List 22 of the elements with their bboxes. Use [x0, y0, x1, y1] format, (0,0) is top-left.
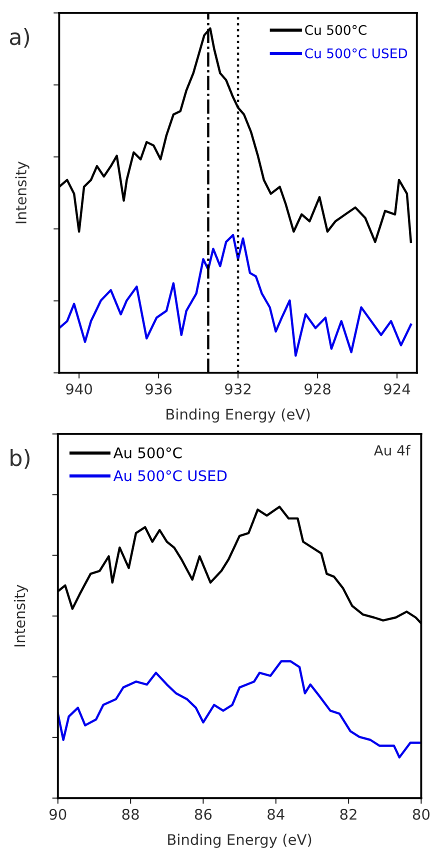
x-tick-label: 84	[268, 808, 284, 820]
x-tick-label: 88	[122, 808, 139, 820]
chart-title: b)	[10, 449, 30, 469]
text: Au 4f	[374, 444, 411, 456]
x-tick-label: 932	[225, 383, 250, 395]
x-tick-label: 924	[384, 383, 410, 395]
y-axis-title: Intensity	[15, 162, 30, 224]
x-tick-label: 928	[304, 383, 330, 395]
x-tick-label: 86	[194, 808, 212, 820]
x-axis-title: Binding Energy (eV)	[166, 408, 310, 423]
x-tick-label: 80	[412, 808, 430, 820]
x-tick-label: 940	[66, 383, 92, 395]
legend-label: Au 500°C	[113, 447, 182, 458]
legend-label: Au 500°C USED	[113, 470, 227, 482]
x-tick-label: 90	[50, 808, 66, 820]
legend-label: Cu 500°C USED	[305, 48, 408, 58]
x-tick-label: 82	[340, 808, 356, 820]
chart-title: a)	[10, 28, 30, 48]
x-axis-title: Binding Energy (eV)	[168, 834, 312, 848]
y-axis-title: Intensity	[14, 584, 28, 646]
x-tick-label: 936	[146, 383, 172, 395]
legend-label: Cu 500°C	[305, 25, 366, 36]
